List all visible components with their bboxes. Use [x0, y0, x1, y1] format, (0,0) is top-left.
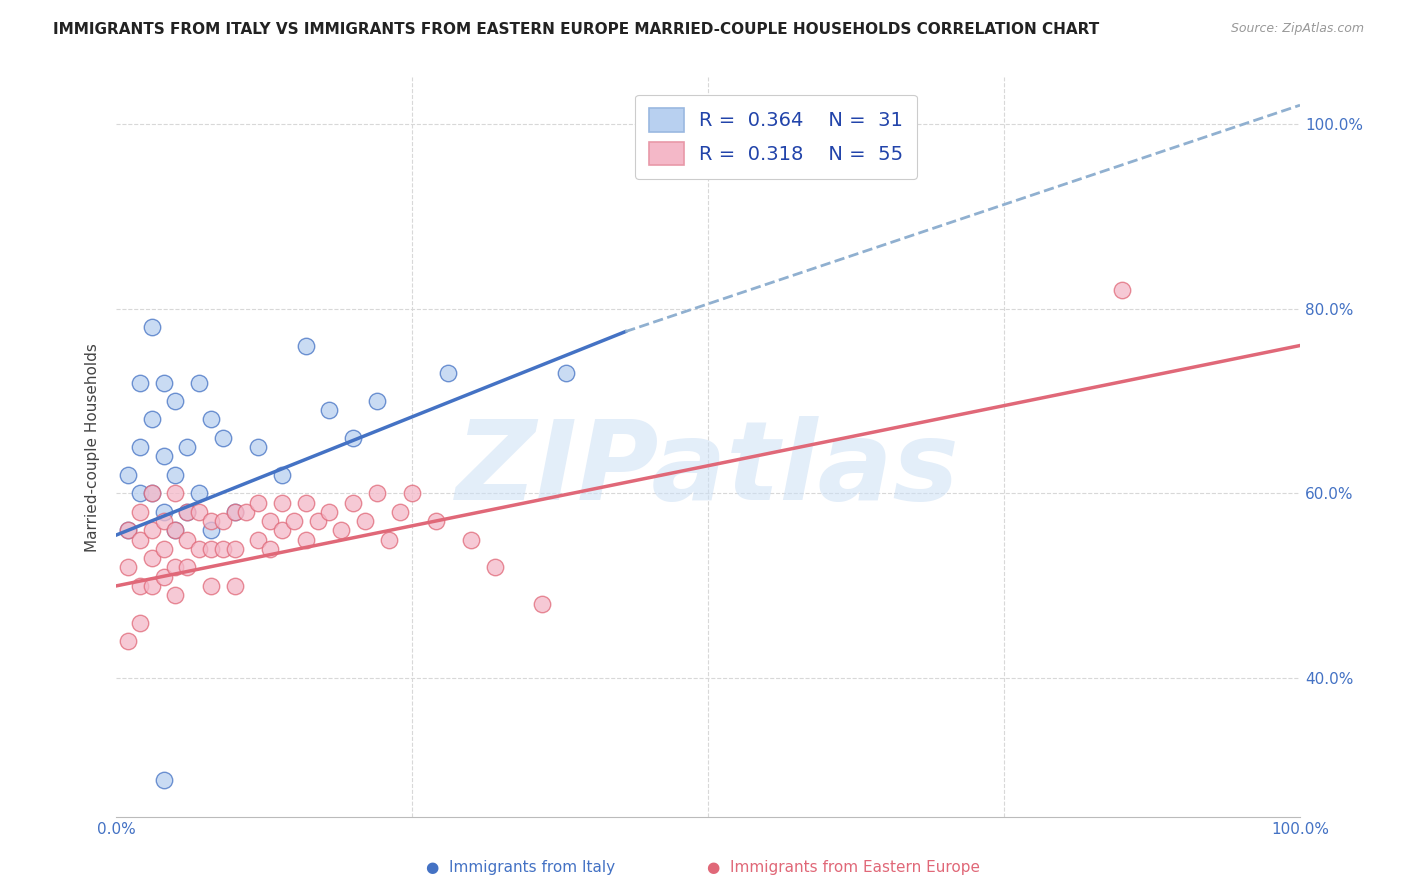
Point [354, 514, 377, 528]
Point [224, 505, 246, 519]
Point [141, 486, 163, 500]
Point [211, 431, 233, 445]
Point [141, 486, 163, 500]
Point [152, 514, 174, 528]
Point [117, 467, 139, 482]
Point [330, 524, 353, 538]
Point [1111, 283, 1133, 297]
Point [176, 505, 198, 519]
Point [129, 615, 152, 630]
Point [531, 598, 554, 612]
Point [129, 486, 152, 500]
Point [141, 524, 163, 538]
Point [224, 505, 246, 519]
Point [271, 524, 294, 538]
Point [211, 541, 233, 556]
Point [129, 533, 152, 547]
Point [165, 394, 187, 409]
Point [307, 514, 329, 528]
Point [117, 560, 139, 574]
Point [129, 505, 152, 519]
Point [141, 412, 163, 426]
Point [152, 541, 174, 556]
Point [165, 486, 187, 500]
Point [247, 533, 270, 547]
Text: IMMIGRANTS FROM ITALY VS IMMIGRANTS FROM EASTERN EUROPE MARRIED-COUPLE HOUSEHOLD: IMMIGRANTS FROM ITALY VS IMMIGRANTS FROM… [53, 22, 1099, 37]
Point [259, 514, 281, 528]
Point [152, 376, 174, 390]
Point [200, 524, 222, 538]
Text: ●  Immigrants from Eastern Europe: ● Immigrants from Eastern Europe [707, 861, 980, 875]
Point [152, 505, 174, 519]
Point [152, 569, 174, 583]
Point [188, 376, 211, 390]
Point [165, 524, 187, 538]
Point [366, 486, 388, 500]
Point [259, 541, 281, 556]
Point [200, 514, 222, 528]
Point [283, 514, 305, 528]
Point [165, 524, 187, 538]
Point [152, 772, 174, 787]
Point [436, 366, 458, 380]
Point [165, 588, 187, 602]
Point [129, 440, 152, 454]
Point [484, 560, 506, 574]
Point [188, 541, 211, 556]
Text: Source: ZipAtlas.com: Source: ZipAtlas.com [1230, 22, 1364, 36]
Point [176, 533, 198, 547]
Point [176, 505, 198, 519]
Point [117, 524, 139, 538]
Point [176, 560, 198, 574]
Point [555, 366, 578, 380]
Point [425, 514, 447, 528]
Point [129, 376, 152, 390]
Text: ZIPatlas: ZIPatlas [457, 416, 960, 523]
Point [247, 496, 270, 510]
Y-axis label: Married-couple Households: Married-couple Households [86, 343, 100, 551]
Point [318, 403, 340, 417]
Point [235, 505, 257, 519]
Point [200, 412, 222, 426]
Point [342, 431, 364, 445]
Point [176, 440, 198, 454]
Point [141, 579, 163, 593]
Point [165, 560, 187, 574]
Point [271, 467, 294, 482]
Point [318, 505, 340, 519]
Point [271, 496, 294, 510]
Point [294, 496, 316, 510]
Point [401, 486, 423, 500]
Point [129, 579, 152, 593]
Point [460, 533, 482, 547]
Point [224, 541, 246, 556]
Point [188, 505, 211, 519]
Point [342, 496, 364, 510]
Point [200, 541, 222, 556]
Point [117, 524, 139, 538]
Point [377, 533, 399, 547]
Point [294, 533, 316, 547]
Legend: R =  0.364    N =  31, R =  0.318    N =  55: R = 0.364 N = 31, R = 0.318 N = 55 [636, 95, 917, 179]
Point [165, 467, 187, 482]
Point [117, 634, 139, 648]
Point [247, 440, 270, 454]
Point [211, 514, 233, 528]
Point [141, 551, 163, 566]
Point [200, 579, 222, 593]
Point [224, 579, 246, 593]
Text: ●  Immigrants from Italy: ● Immigrants from Italy [426, 861, 614, 875]
Point [389, 505, 412, 519]
Point [141, 320, 163, 334]
Point [152, 450, 174, 464]
Point [188, 486, 211, 500]
Point [366, 394, 388, 409]
Point [294, 338, 316, 352]
